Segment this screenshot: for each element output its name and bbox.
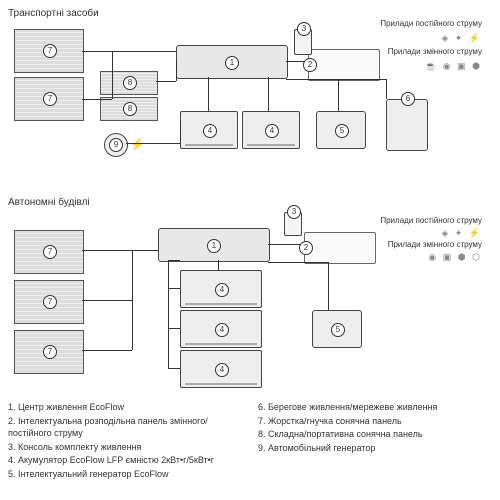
dist-panel: 2 xyxy=(308,49,380,81)
badge-9: 9 xyxy=(109,138,123,152)
legend-6: 6. Берегове живлення/мережеве живлення xyxy=(258,401,492,414)
legend-4: 4. Акумулятор EcoFlow LFP ємністю 2кВт•г… xyxy=(8,454,242,467)
console-2: 3 xyxy=(284,212,302,236)
ac-icons: ☕ ◉ ▣ ⬢ xyxy=(425,61,482,72)
shore-power: 6 xyxy=(386,99,428,151)
badge-8: 8 xyxy=(123,102,137,116)
solar-panel-8b: 8 xyxy=(100,97,158,121)
diagram-buildings: Прилади постійного струму Прилади змінно… xyxy=(8,210,492,395)
badge-2: 2 xyxy=(303,58,317,72)
battery-e: 4 xyxy=(180,350,262,388)
badge-5: 5 xyxy=(335,124,349,138)
badge-4: 4 xyxy=(203,124,217,138)
badge-3: 3 xyxy=(297,22,311,36)
title-buildings: Автономні будівлі xyxy=(8,197,492,208)
badge-4: 4 xyxy=(265,124,279,138)
badge-4: 4 xyxy=(215,323,229,337)
battery-c: 4 xyxy=(180,270,262,308)
legend-5: 5. Інтелектуальний генератор EcoFlow xyxy=(8,468,242,481)
legend: 1. Центр живлення EcoFlow 2. Інтелектуал… xyxy=(8,401,492,482)
legend-9: 9. Автомобільний генератор xyxy=(258,442,492,455)
badge-7: 7 xyxy=(43,295,57,309)
solar-panel-7c: 7 xyxy=(14,230,84,274)
generator: 5 xyxy=(316,111,366,149)
solar-panel-7a: 7 xyxy=(14,29,84,73)
bolt-icon: ⚡ xyxy=(130,137,145,151)
solar-panel-7e: 7 xyxy=(14,330,84,374)
legend-8: 8. Складна/портативна сонячна панель xyxy=(258,428,492,441)
badge-5: 5 xyxy=(331,323,345,337)
badge-7: 7 xyxy=(43,245,57,259)
console: 3 xyxy=(294,29,312,55)
ac-icons-2: ◉ ▣ ⬢ ⬡ xyxy=(428,252,482,263)
generator-2: 5 xyxy=(312,310,362,348)
label-ac: Прилади змінного струму xyxy=(388,47,482,56)
badge-2: 2 xyxy=(299,241,313,255)
power-hub: 1 xyxy=(176,45,288,79)
solar-panel-8a: 8 xyxy=(100,71,158,95)
legend-2: 2. Інтелектуальна розподільна панель змі… xyxy=(8,415,242,440)
dc-icons: ◈ ✦ ⚡ xyxy=(441,33,482,44)
legend-3: 3. Консоль комплекту живлення xyxy=(8,441,242,454)
label-dc: Прилади постійного струму xyxy=(380,19,482,28)
label-ac-2: Прилади змінного струму xyxy=(388,240,482,249)
alternator: 9 xyxy=(104,133,128,157)
badge-6: 6 xyxy=(401,92,415,106)
dist-panel-2: 2 xyxy=(304,232,376,264)
legend-right: 6. Берегове живлення/мережеве живлення 7… xyxy=(258,401,492,482)
badge-7: 7 xyxy=(43,44,57,58)
battery-a: 4 xyxy=(180,111,238,149)
badge-3: 3 xyxy=(287,205,301,219)
dc-icons-2: ◈ ✦ ⚡ xyxy=(441,228,482,239)
label-dc-2: Прилади постійного струму xyxy=(380,216,482,225)
battery-d: 4 xyxy=(180,310,262,348)
title-transport: Транспортні засоби xyxy=(8,8,492,19)
badge-1: 1 xyxy=(225,56,239,70)
badge-7: 7 xyxy=(43,92,57,106)
solar-panel-7d: 7 xyxy=(14,280,84,324)
badge-4: 4 xyxy=(215,283,229,297)
diagram-transport: Прилади постійного струму Прилади змінно… xyxy=(8,21,492,191)
legend-7: 7. Жорстка/гнучка сонячна панель xyxy=(258,415,492,428)
badge-4: 4 xyxy=(215,363,229,377)
badge-8: 8 xyxy=(123,76,137,90)
badge-1: 1 xyxy=(207,239,221,253)
legend-1: 1. Центр живлення EcoFlow xyxy=(8,401,242,414)
power-hub-2: 1 xyxy=(158,228,270,262)
solar-panel-7b: 7 xyxy=(14,77,84,121)
legend-left: 1. Центр живлення EcoFlow 2. Інтелектуал… xyxy=(8,401,242,482)
badge-7: 7 xyxy=(43,345,57,359)
battery-b: 4 xyxy=(242,111,300,149)
